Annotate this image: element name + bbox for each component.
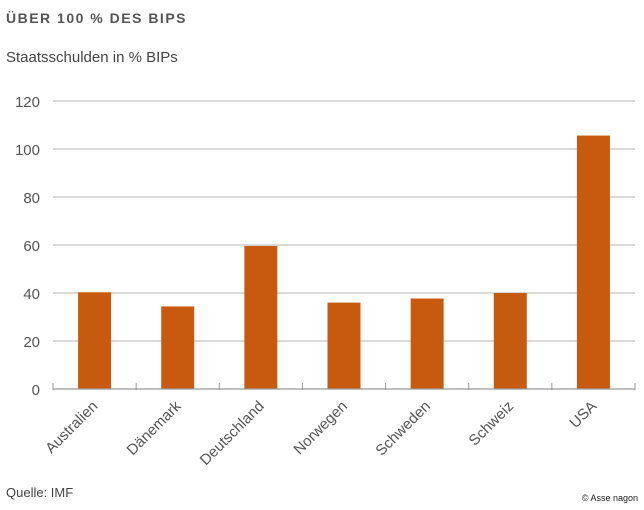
y-tick-label: 60 [23, 238, 40, 255]
x-tick-label: Deutschland [197, 398, 268, 469]
chart-subtitle: Staatsschulden in % BIPs [6, 49, 178, 66]
y-tick-label: 100 [15, 142, 40, 159]
x-tick-label: USA [566, 398, 600, 432]
bar-norwegen [327, 302, 361, 389]
bar-australien [78, 292, 112, 389]
bar-dänemark [161, 306, 195, 389]
bar-schweden [410, 298, 444, 389]
bar-usa [576, 135, 610, 389]
chart-title: ÜBER 100 % DES BIPS [6, 10, 187, 26]
credit-note: © Asse nagon [581, 493, 638, 503]
source-note: Quelle: IMF [6, 485, 74, 500]
bar-schweiz [493, 293, 527, 389]
x-tick-label: Dänemark [124, 397, 185, 458]
y-tick-label: 40 [23, 286, 40, 303]
y-tick-label: 20 [23, 334, 40, 351]
x-tick-label: Australien [42, 398, 101, 457]
x-tick-label: Norwegen [290, 398, 350, 458]
x-tick-label: Schweden [372, 398, 434, 460]
y-tick-label: 0 [32, 382, 40, 399]
y-tick-label: 80 [23, 190, 40, 207]
x-tick-label: Schweiz [466, 398, 518, 450]
bar-deutschland [244, 245, 278, 389]
y-tick-label: 120 [15, 94, 40, 111]
